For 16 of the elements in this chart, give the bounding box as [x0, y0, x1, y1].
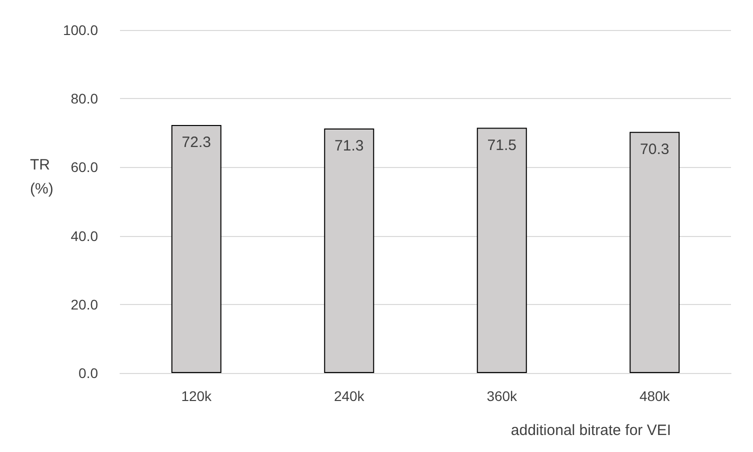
- data-label: 72.3: [182, 134, 211, 152]
- y-tick-label: 80.0: [70, 90, 98, 107]
- x-tick-label: 120k: [181, 388, 213, 404]
- y-tick-label: 20.0: [70, 296, 98, 312]
- data-label: 70.3: [640, 140, 670, 158]
- data-label: 71.5: [487, 136, 516, 154]
- y-tick-label: 40.0: [70, 228, 98, 244]
- y-tick-label: 0.0: [78, 365, 98, 381]
- y-axis-title: TR (%): [30, 156, 54, 198]
- y-tick-label: 100.0: [62, 22, 98, 38]
- x-tick-label: 240k: [334, 388, 366, 404]
- data-label: 71.3: [334, 137, 364, 154]
- y-tick-label: 60.0: [70, 159, 98, 176]
- x-tick-label: 480k: [639, 388, 671, 404]
- x-tick-label: 360k: [486, 388, 518, 404]
- x-axis-title: additional bitrate for VEI: [510, 422, 671, 439]
